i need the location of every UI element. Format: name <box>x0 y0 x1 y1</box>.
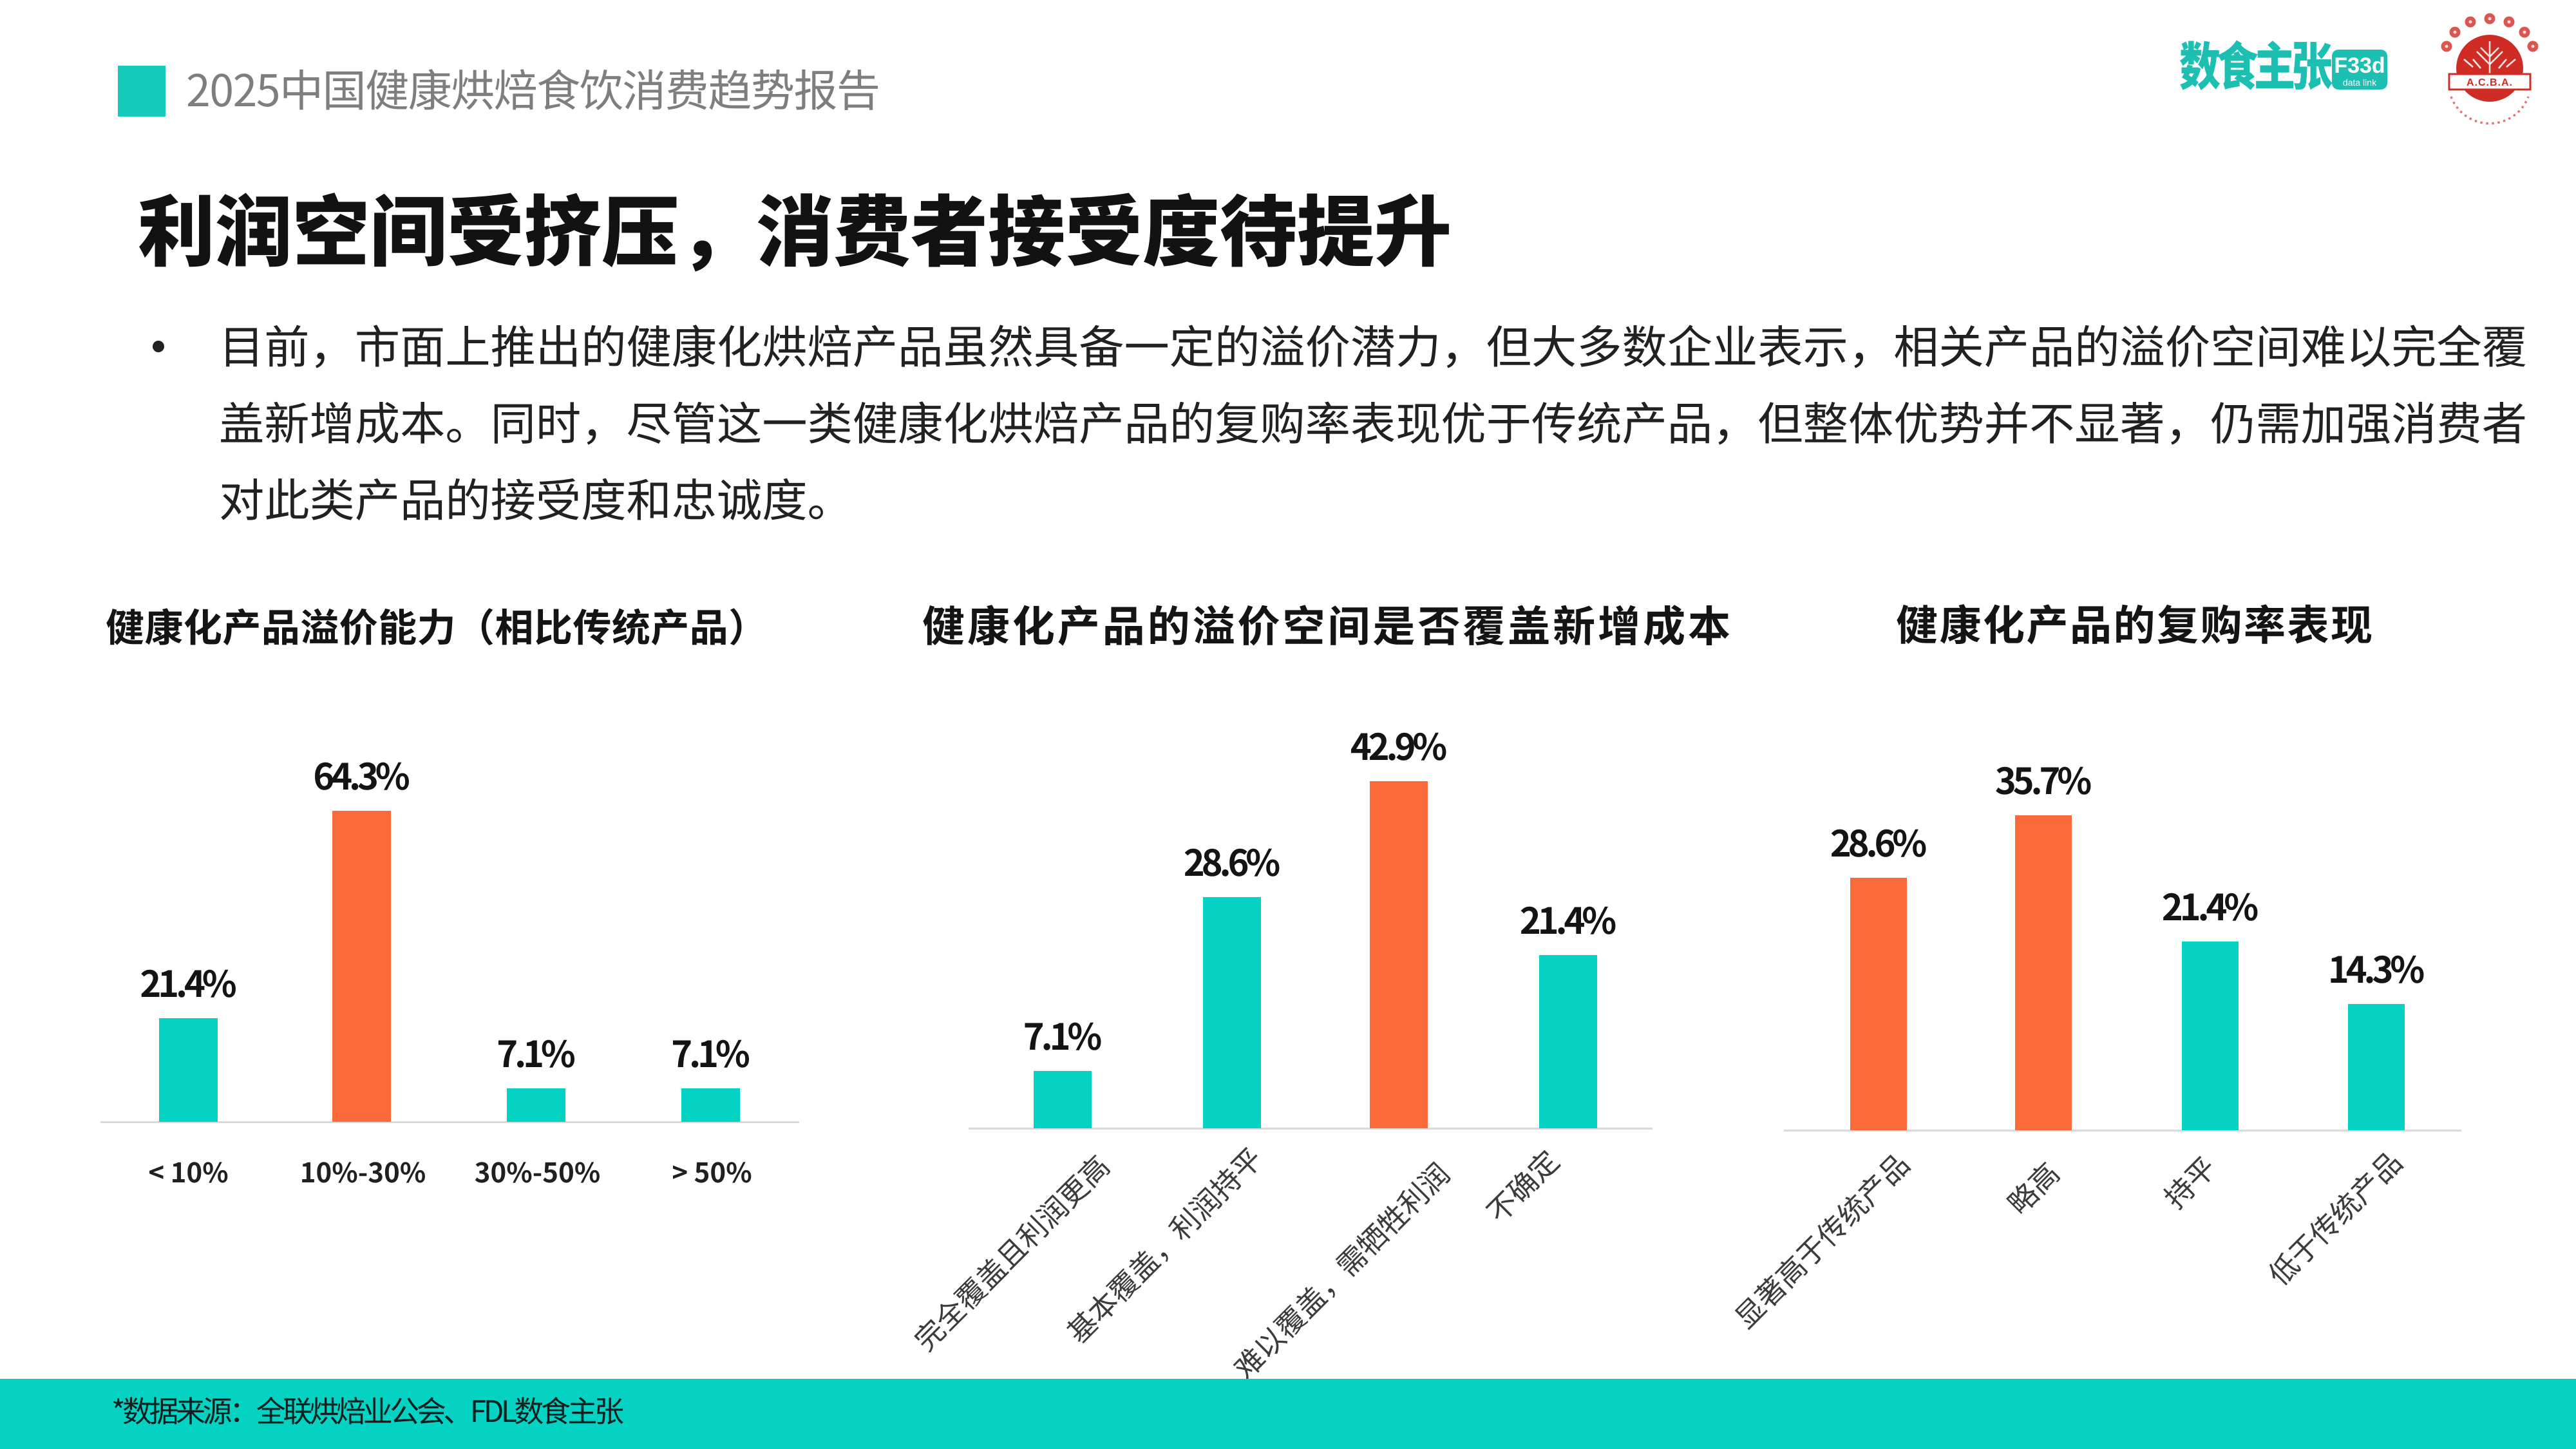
svg-text:A.C.B.A.: A.C.B.A. <box>2467 77 2513 88</box>
svg-text:F33d: F33d <box>2334 53 2385 78</box>
svg-text:data link: data link <box>2343 77 2377 88</box>
